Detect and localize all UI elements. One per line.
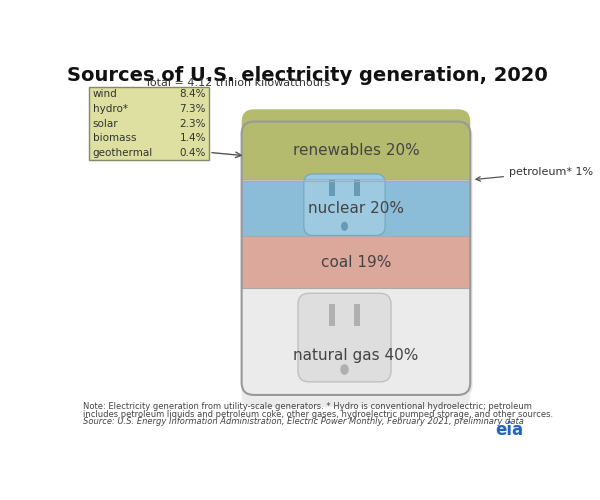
Text: Note: Electricity generation from utility-scale generators. * Hydro is conventio: Note: Electricity generation from utilit… [83,402,532,411]
Bar [89,87,209,160]
FancyBboxPatch shape [242,122,470,395]
Text: petroleum* 1%: petroleum* 1% [476,167,593,181]
Text: 8.4%: 8.4% [179,90,206,100]
Bar [242,288,470,300]
Text: eia: eia [495,421,523,439]
Text: Sources of U.S. electricity generation, 2020: Sources of U.S. electricity generation, … [67,66,548,85]
FancyBboxPatch shape [242,288,470,408]
Ellipse shape [341,222,348,231]
Bar [329,304,335,326]
Text: 1.4%: 1.4% [179,133,206,143]
Bar [242,166,470,178]
FancyBboxPatch shape [298,294,391,382]
FancyBboxPatch shape [304,174,385,236]
Bar [329,180,335,196]
Bar [242,178,470,181]
Text: 0.4%: 0.4% [179,148,206,158]
Text: nuclear 20%: nuclear 20% [308,201,404,216]
Text: geothermal: geothermal [93,148,153,158]
Text: Source: U.S. Energy Information Administration, Electric Power Monthly, February: Source: U.S. Energy Information Administ… [83,418,524,426]
Text: includes petroleum liquids and petroleum coke, other gases, hydroelectric pumped: includes petroleum liquids and petroleum… [83,410,553,418]
Text: Total = 4.12 trillion kilowatthours: Total = 4.12 trillion kilowatthours [145,78,330,88]
Text: wind: wind [93,90,118,100]
Bar [354,180,359,196]
Text: renewables 20%: renewables 20% [293,142,419,158]
Text: 7.3%: 7.3% [179,104,206,114]
Text: biomass: biomass [93,133,136,143]
Bar [242,236,470,288]
FancyBboxPatch shape [242,110,470,178]
Bar [242,181,470,236]
Ellipse shape [340,364,349,375]
Text: hydro*: hydro* [93,104,128,114]
Text: coal 19%: coal 19% [321,254,391,270]
Text: 2.3%: 2.3% [179,118,206,128]
Text: solar: solar [93,118,118,128]
FancyBboxPatch shape [244,124,473,398]
Bar [354,304,360,326]
Text: natural gas 40%: natural gas 40% [293,348,419,363]
